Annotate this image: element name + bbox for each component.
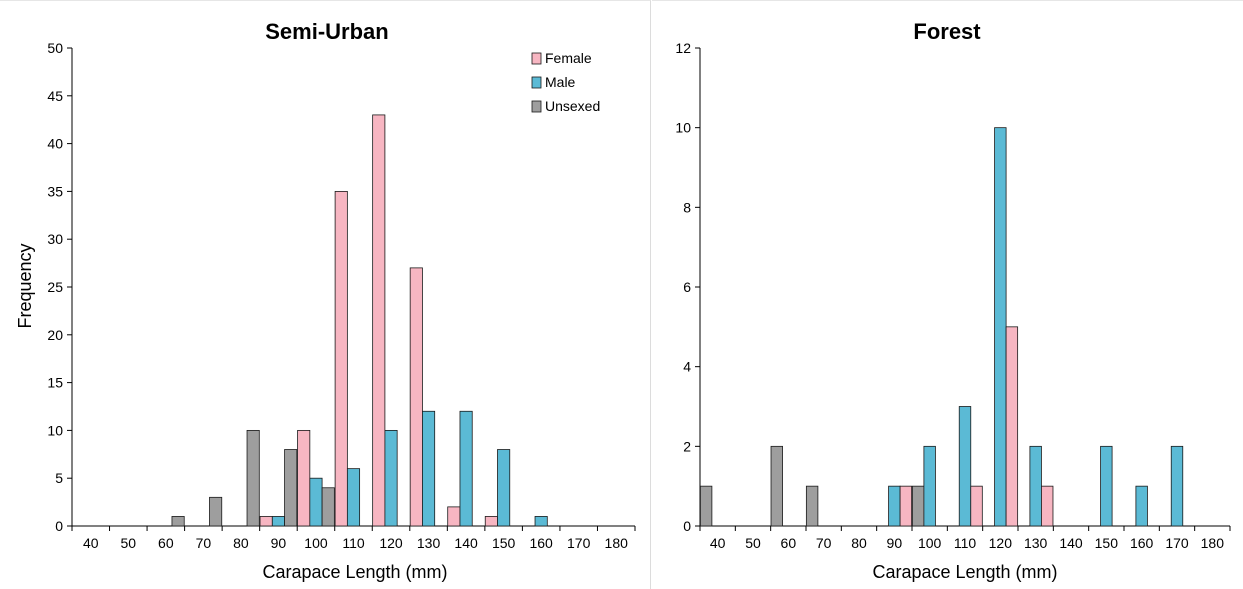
bar-unsexed: [770, 445, 783, 527]
legend-swatch-unsexed: [531, 100, 542, 113]
x-tick-label: 60: [781, 535, 797, 551]
bar-female: [334, 190, 348, 527]
semi-urban-chart: Semi-Urban 0 5 10 15 20 25 30 35 40 45 50 40 50 60 70 80…: [15, 19, 636, 582]
x-tick-label: 120: [989, 535, 1013, 551]
semi-urban-chart-panel: Semi-Urban 0 5 10 15 20 25 30 35 40 45 50 40 50 60 70 80…: [0, 0, 651, 589]
x-tick-label: 50: [745, 535, 761, 551]
x-tick-label: 120: [379, 535, 403, 551]
bar-male: [1029, 445, 1042, 527]
x-tick-label: 90: [271, 535, 287, 551]
y-tick-label: 10: [47, 422, 63, 438]
y-tick-label: 2: [683, 438, 691, 454]
legend-swatch-male: [531, 76, 542, 89]
y-tick-label: 10: [675, 120, 691, 136]
x-tick-label: 110: [954, 535, 977, 551]
bar-male: [888, 485, 901, 527]
bar-unsexed: [321, 487, 335, 527]
bar-male: [958, 406, 972, 527]
bar-unsexed: [805, 485, 819, 527]
y-tick-label: 45: [47, 88, 63, 104]
bar-female: [409, 267, 423, 527]
x-tick-label: 170: [1165, 535, 1189, 551]
x-tick-label: 160: [1130, 535, 1154, 551]
bar-female: [970, 485, 983, 527]
bar-unsexed: [699, 485, 713, 527]
bar-male: [384, 429, 398, 527]
bar-unsexed: [911, 485, 925, 527]
y-tick-label: 0: [683, 518, 691, 534]
bar-male: [534, 516, 548, 527]
bar-female: [297, 429, 311, 527]
bar-male: [1100, 445, 1113, 527]
y-tick-label: 30: [47, 231, 63, 247]
x-tick-label: 130: [417, 535, 441, 551]
x-tick-label: 90: [887, 535, 903, 551]
y-tick-label: 20: [47, 327, 63, 343]
bar-male: [1170, 445, 1184, 527]
bar-male: [309, 477, 323, 527]
x-tick-label: 130: [1024, 535, 1048, 551]
x-axis-label: Carapace Length (mm): [872, 562, 1057, 582]
bar-male: [923, 445, 936, 527]
bar-male: [994, 127, 1007, 527]
x-tick-label: 80: [233, 535, 249, 551]
x-tick-label: 170: [567, 535, 591, 551]
x-axis-label: Carapace Length (mm): [262, 562, 447, 582]
x-tick-label: 100: [304, 535, 328, 551]
y-tick-label: 25: [47, 279, 63, 295]
legend-label-female: Female: [545, 50, 592, 66]
y-tick-label: 15: [47, 375, 63, 391]
x-tick-label: 160: [529, 535, 553, 551]
x-tick-label: 180: [1201, 535, 1225, 551]
bar-male: [271, 516, 285, 527]
bar-unsexed: [284, 449, 298, 527]
x-tick-label: 40: [83, 535, 99, 551]
forest-chart-panel: Forest 0 2 4 6 8 10 12 40 50 60 70 80 90 100 110 120 130 1…: [652, 0, 1243, 589]
legend-label-male: Male: [545, 74, 576, 90]
y-axis-label: Frequency: [15, 243, 35, 328]
bar-female: [447, 506, 461, 527]
chart-title: Forest: [913, 19, 981, 44]
x-tick-label: 180: [605, 535, 629, 551]
y-tick-label: 6: [683, 279, 691, 295]
y-tick-label: 4: [683, 359, 691, 375]
y-tick-label: 0: [55, 518, 63, 534]
y-tick-label: 8: [683, 199, 691, 215]
bar-female: [259, 516, 273, 527]
x-tick-label: 50: [121, 535, 137, 551]
bar-male: [497, 449, 511, 527]
legend-swatch-female: [531, 52, 542, 65]
x-tick-label: 40: [710, 535, 726, 551]
y-tick-label: 50: [47, 40, 63, 56]
x-tick-label: 100: [918, 535, 942, 551]
x-tick-label: 140: [454, 535, 478, 551]
x-tick-label: 150: [492, 535, 516, 551]
bar-unsexed: [209, 496, 223, 527]
bar-female: [372, 114, 386, 527]
chart-title: Semi-Urban: [265, 19, 388, 44]
bar-male: [1135, 485, 1148, 527]
y-tick-label: 5: [55, 470, 63, 486]
legend-label-unsexed: Unsexed: [545, 98, 600, 114]
x-tick-label: 150: [1095, 535, 1119, 551]
bar-female: [1041, 485, 1054, 527]
bar-male: [346, 468, 361, 527]
forest-chart: Forest 0 2 4 6 8 10 12 40 50 60 70 80 90 100 110 120 130 1…: [675, 19, 1231, 582]
bar-male: [422, 410, 436, 527]
x-tick-label: 140: [1059, 535, 1083, 551]
bar-male: [459, 410, 473, 527]
x-tick-label: 70: [196, 535, 212, 551]
x-tick-label: 70: [816, 535, 832, 551]
y-tick-label: 40: [47, 136, 63, 152]
bar-female: [899, 485, 913, 527]
bar-female: [1005, 326, 1019, 527]
y-tick-label: 12: [675, 40, 691, 56]
x-tick-label: 60: [158, 535, 174, 551]
bar-unsexed: [246, 429, 260, 527]
bar-female: [484, 516, 498, 527]
y-tick-label: 35: [47, 183, 63, 199]
bar-unsexed: [171, 516, 185, 527]
x-tick-label: 110: [342, 535, 365, 551]
x-tick-label: 80: [851, 535, 867, 551]
